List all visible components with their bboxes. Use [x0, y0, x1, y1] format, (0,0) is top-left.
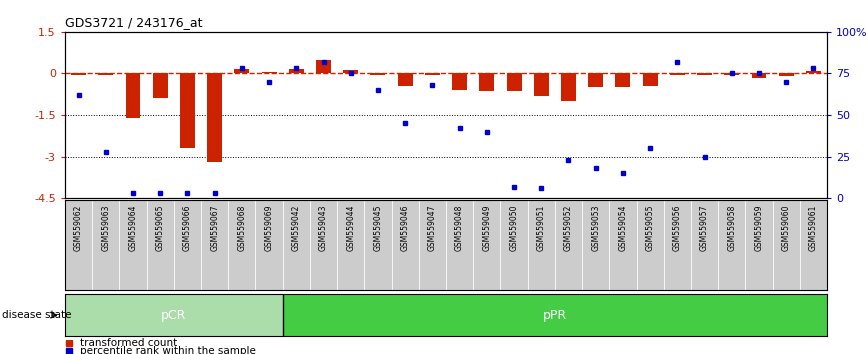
Bar	[316, 59, 331, 74]
Text: GSM559054: GSM559054	[618, 205, 627, 251]
Text: GSM559060: GSM559060	[782, 205, 791, 251]
Bar	[772, 200, 800, 290]
Bar	[779, 74, 793, 76]
Bar	[201, 200, 229, 290]
Text: GSM559043: GSM559043	[319, 205, 328, 251]
Text: GSM559046: GSM559046	[401, 205, 410, 251]
Text: GDS3721 / 243176_at: GDS3721 / 243176_at	[65, 16, 203, 29]
Bar	[473, 200, 501, 290]
Bar	[207, 74, 222, 162]
Bar	[752, 74, 766, 78]
Text: GSM559044: GSM559044	[346, 205, 355, 251]
Text: GSM559059: GSM559059	[754, 205, 764, 251]
Bar	[126, 74, 140, 118]
Bar	[718, 200, 746, 290]
Bar	[337, 200, 365, 290]
Bar	[419, 200, 446, 290]
Bar	[800, 200, 827, 290]
Bar	[98, 74, 113, 75]
Bar	[746, 200, 772, 290]
Text: GSM559051: GSM559051	[537, 205, 546, 251]
Text: GSM559042: GSM559042	[292, 205, 301, 251]
Text: transformed count: transformed count	[80, 338, 178, 348]
Bar	[663, 200, 691, 290]
Bar	[669, 74, 685, 75]
Text: GSM559065: GSM559065	[156, 205, 165, 251]
Bar	[255, 200, 282, 290]
Text: GSM559061: GSM559061	[809, 205, 818, 251]
Bar	[691, 200, 718, 290]
Bar	[637, 200, 663, 290]
Text: GSM559053: GSM559053	[591, 205, 600, 251]
Text: GSM559062: GSM559062	[74, 205, 83, 251]
Text: pPR: pPR	[543, 309, 567, 321]
Text: GSM559058: GSM559058	[727, 205, 736, 251]
Bar	[425, 74, 440, 75]
Text: GSM559055: GSM559055	[646, 205, 655, 251]
Bar	[555, 200, 582, 290]
Bar	[65, 200, 92, 290]
Text: GSM559045: GSM559045	[373, 205, 383, 251]
Bar	[643, 74, 657, 86]
Bar	[588, 74, 603, 87]
Bar	[92, 200, 120, 290]
Bar	[282, 200, 310, 290]
Bar	[365, 200, 391, 290]
Bar	[343, 70, 359, 74]
Bar	[235, 69, 249, 74]
Bar	[724, 74, 740, 75]
Text: GSM559066: GSM559066	[183, 205, 192, 251]
Bar	[616, 74, 630, 87]
Bar	[71, 74, 86, 75]
Bar	[397, 74, 412, 86]
Bar	[310, 200, 337, 290]
Text: pCR: pCR	[161, 309, 186, 321]
Bar	[501, 200, 527, 290]
Bar	[152, 74, 168, 98]
Text: GSM559063: GSM559063	[101, 205, 110, 251]
Bar	[610, 200, 637, 290]
Bar	[180, 74, 195, 148]
Bar	[391, 200, 419, 290]
Bar	[479, 74, 494, 91]
Text: GSM559050: GSM559050	[509, 205, 519, 251]
Bar	[229, 200, 255, 290]
Bar	[533, 74, 549, 96]
Bar	[446, 200, 473, 290]
Text: GSM559064: GSM559064	[128, 205, 138, 251]
Bar	[288, 69, 304, 74]
Bar	[507, 74, 521, 91]
Text: GSM559056: GSM559056	[673, 205, 682, 251]
Bar	[582, 200, 610, 290]
Text: GSM559052: GSM559052	[564, 205, 573, 251]
Bar	[262, 72, 276, 74]
Text: GSM559047: GSM559047	[428, 205, 436, 251]
Text: GSM559067: GSM559067	[210, 205, 219, 251]
Bar	[561, 74, 576, 101]
Text: disease state: disease state	[2, 310, 71, 320]
Bar	[146, 200, 174, 290]
Bar	[282, 294, 827, 336]
Bar	[120, 200, 146, 290]
Text: GSM559048: GSM559048	[456, 205, 464, 251]
Bar	[65, 294, 282, 336]
Bar	[527, 200, 555, 290]
Bar	[371, 74, 385, 75]
Bar	[174, 200, 201, 290]
Text: GSM559069: GSM559069	[265, 205, 274, 251]
Text: GSM559068: GSM559068	[237, 205, 246, 251]
Bar	[452, 74, 467, 90]
Text: GSM559049: GSM559049	[482, 205, 491, 251]
Bar	[697, 74, 712, 75]
Bar	[806, 71, 821, 74]
Text: percentile rank within the sample: percentile rank within the sample	[80, 346, 256, 354]
Text: GSM559057: GSM559057	[700, 205, 709, 251]
